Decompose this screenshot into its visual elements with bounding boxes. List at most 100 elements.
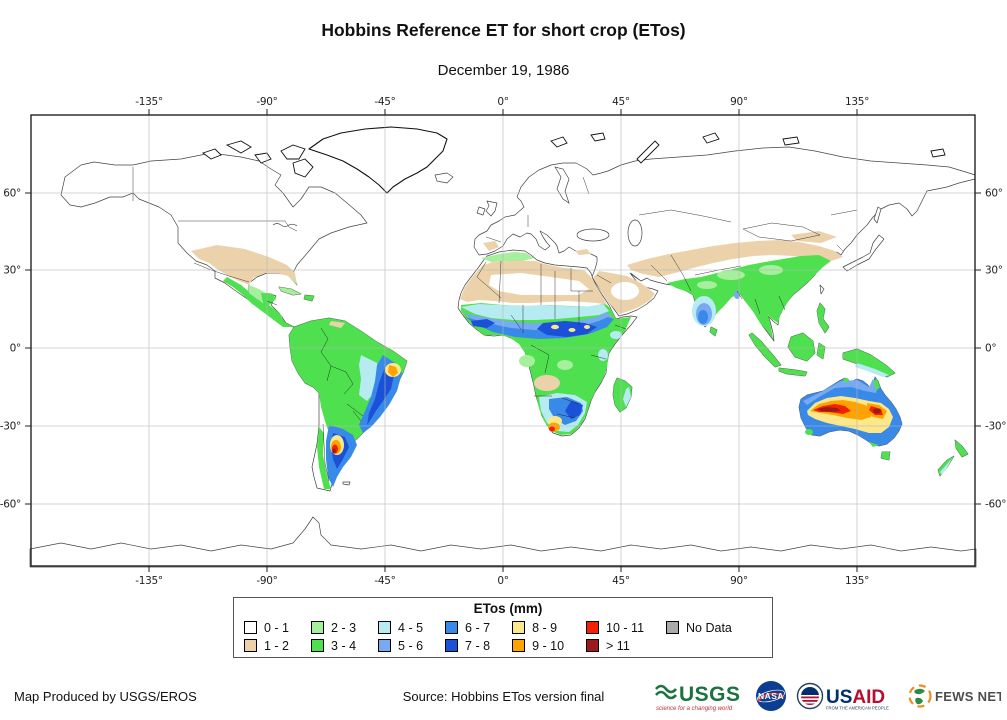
region-sulawesi-green — [817, 343, 825, 359]
region-tanzania-ltgreen — [557, 360, 573, 370]
legend-swatch — [378, 621, 392, 634]
region-ne-brazil-orange — [388, 365, 398, 377]
region-cuba-green — [279, 287, 301, 295]
lat-label-left-2: 0° — [10, 343, 21, 355]
lat-label-right-0: 60° — [985, 188, 1003, 200]
usaid-emblem-stripe — [801, 696, 819, 699]
lat-label-left-3: -30° — [0, 421, 21, 433]
lon-label-bottom-6: 135° — [845, 575, 869, 587]
legend-item: 6 - 7 — [445, 619, 490, 636]
legend-label: 4 - 5 — [398, 620, 424, 635]
lon-label-top-6: 135° — [845, 96, 869, 108]
region-florida-ltgreen — [291, 277, 297, 285]
agency-logos: USGS science for a changing world NASA U… — [654, 679, 1001, 713]
legend-label: 7 - 8 — [465, 638, 491, 653]
region-arabia-white-core — [611, 282, 639, 300]
region-sudan-yellow-3 — [584, 325, 590, 329]
usgs-tagline: science for a changing world — [656, 706, 733, 712]
island-greenland — [308, 126, 448, 194]
island-baffin-south — [292, 158, 314, 178]
lon-label-top-5: 90° — [730, 96, 748, 108]
nasa-swoosh — [757, 692, 785, 702]
legend-item: 5 - 6 — [378, 637, 423, 654]
lon-label-bottom-4: 45° — [612, 575, 630, 587]
region-kenya-cyan — [598, 349, 608, 361]
fewsnet-globe-land — [914, 688, 925, 695]
legend-swatch — [378, 639, 392, 652]
region-chad-sudan-dkblue — [537, 321, 597, 337]
usgs-wave-icon — [655, 690, 677, 700]
region-tasmania-green — [881, 452, 890, 460]
legend-swatch — [512, 621, 526, 634]
legend-swatch — [244, 639, 257, 652]
lon-label-top-4: 45° — [612, 96, 630, 108]
lon-label-top-2: -45° — [374, 96, 395, 108]
legend-grid: 0 - 1 1 - 2 2 - 3 3 - 4 4 - 5 5 - 6 6 - … — [244, 619, 732, 654]
region-turkey-tan — [575, 249, 591, 255]
region-hispaniola-green — [304, 295, 314, 301]
legend-title: ETos (mm) — [473, 601, 543, 616]
island-wrangel — [930, 148, 946, 158]
sea-caspian — [627, 219, 643, 247]
region-china-ltgreen-1 — [717, 270, 745, 280]
region-sri-lanka-green — [710, 327, 717, 336]
region-australia-dkred-east — [873, 408, 881, 414]
produced-by-text: Map Produced by USGS/EROS — [14, 689, 197, 704]
island-baffin-north — [280, 144, 306, 160]
legend-label: 6 - 7 — [465, 620, 491, 635]
region-nz-north-green — [955, 440, 968, 457]
legend-item: 4 - 5 — [378, 619, 423, 636]
legend-swatch — [311, 639, 325, 652]
lat-label-right-3: -30° — [985, 421, 1006, 433]
usaid-wordmark: USAID — [826, 687, 885, 708]
region-chile-green — [317, 427, 331, 489]
legend-label: 5 - 6 — [398, 638, 424, 653]
region-india-ltgreen — [697, 281, 717, 289]
legend-swatch — [445, 621, 459, 634]
lon-label-top-0: -135° — [135, 96, 163, 108]
nasa-logo: NASA — [756, 681, 786, 711]
region-mali-dkblue — [471, 319, 495, 328]
lon-label-bottom-1: -90° — [256, 575, 277, 587]
lon-label-top-3: 0° — [497, 96, 508, 108]
region-sudan-yellow-2 — [568, 328, 576, 332]
legend-item: 2 - 3 — [311, 619, 356, 636]
region-java-green — [779, 368, 807, 376]
island-svalbard — [550, 136, 568, 148]
legend-swatch — [586, 639, 600, 652]
legend-swatch — [244, 621, 257, 634]
island-uk — [485, 200, 498, 217]
inland-seas — [272, 166, 643, 247]
lon-label-bottom-5: 90° — [730, 575, 748, 587]
legend-swatch — [666, 621, 680, 634]
legend-item: 9 - 10 — [512, 637, 564, 654]
island-iceland — [434, 172, 454, 184]
region-sumatra-green — [749, 333, 781, 367]
region-angola-tan — [534, 375, 560, 391]
legend-item: 1 - 2 — [244, 637, 289, 654]
source-text: Source: Hobbins ETos version final — [402, 689, 605, 704]
lat-label-left-4: -60° — [0, 499, 21, 511]
region-brazil-east-dkblue — [367, 367, 394, 425]
lat-label-right-1: 30° — [985, 265, 1003, 277]
fewsnet-globe-land — [915, 697, 923, 705]
island-taiwan — [819, 284, 825, 295]
usgs-wave-icon — [655, 684, 677, 694]
island-falklands — [342, 481, 351, 486]
graticule — [31, 115, 975, 566]
region-sahara-white-core — [489, 273, 589, 295]
legend-item: 8 - 9 — [512, 619, 564, 636]
lon-label-top-1: -90° — [256, 96, 277, 108]
island-ireland — [476, 206, 486, 216]
legend-item: No Data — [666, 619, 732, 636]
usaid-tagline: FROM THE AMERICAN PEOPLE — [826, 706, 889, 711]
legend-label: 10 - 11 — [606, 620, 645, 635]
sea-black — [576, 228, 610, 242]
lat-label-left-1: 30° — [3, 265, 21, 277]
region-ethiopia-cyan — [610, 331, 622, 339]
usaid-emblem-stripe — [801, 700, 819, 702]
island-sakhalin — [873, 206, 882, 224]
legend-item: > 11 — [586, 637, 644, 654]
legend-label: 0 - 1 — [264, 620, 290, 635]
